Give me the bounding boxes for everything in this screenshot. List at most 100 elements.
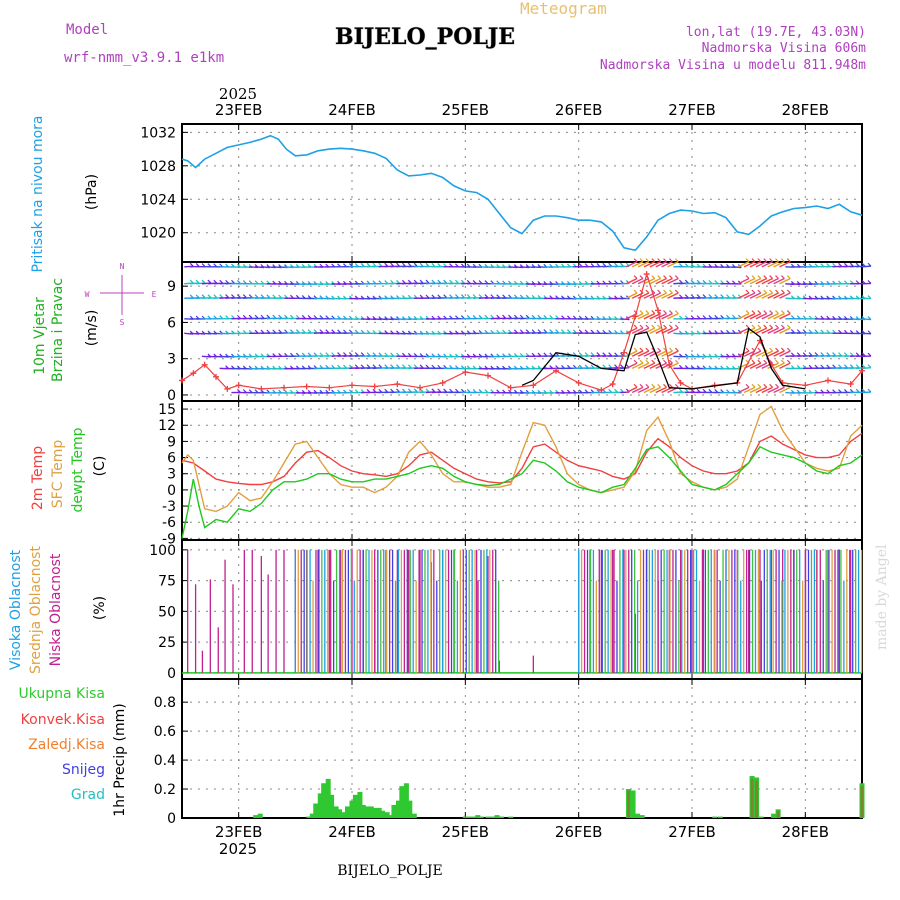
wind-barb-head xyxy=(639,324,644,329)
wind-barb-head xyxy=(549,329,554,334)
wind-barb xyxy=(737,386,750,394)
wind-barb xyxy=(779,260,791,268)
wind-barb-head xyxy=(508,329,512,334)
wind-barb-head xyxy=(751,258,756,263)
wind-barb-head xyxy=(566,329,571,334)
wind-barb xyxy=(761,312,773,320)
wind-barb-head xyxy=(708,294,713,298)
wind-barb-head xyxy=(496,314,501,319)
wind-unit: (m/s) xyxy=(84,310,100,347)
wind-barb-head xyxy=(519,314,524,319)
wind-barb-head xyxy=(543,329,548,334)
wind-barb-head xyxy=(319,352,324,357)
wind-speed-marker xyxy=(655,307,661,314)
wind-barb-head xyxy=(645,383,650,388)
wind-barb-head xyxy=(861,262,866,267)
wind-barb xyxy=(661,260,673,268)
wind-barb-head xyxy=(745,289,750,294)
wind-barb-head xyxy=(295,314,300,319)
total-rain-bar xyxy=(485,816,491,818)
wind-barb-head xyxy=(684,279,689,284)
wind-barb-head xyxy=(443,294,448,299)
wind-barb-head xyxy=(763,383,768,388)
total-rain-bar xyxy=(478,816,484,818)
wind-barb-head xyxy=(508,314,512,319)
wind-barb xyxy=(655,386,667,394)
wind-barb-head xyxy=(190,354,193,357)
total-rain-bar xyxy=(257,813,263,818)
wind-barb-head xyxy=(867,262,872,267)
total-rain-bar xyxy=(329,794,335,818)
wind-barb xyxy=(655,350,667,357)
total-rain-bar xyxy=(372,807,378,818)
wind-barb-head xyxy=(584,329,589,334)
wind-barb-head xyxy=(590,364,595,369)
wind-barb-head xyxy=(714,314,719,319)
wind-barb-head xyxy=(207,279,212,284)
wind-barb-head xyxy=(384,262,389,267)
top-year-label: 2025 xyxy=(219,85,257,103)
wind-barb-head xyxy=(775,310,779,315)
wind-barb-head xyxy=(260,314,265,319)
wind-barb-head xyxy=(633,383,638,388)
wind-barb xyxy=(767,277,779,285)
wind-barb-head xyxy=(437,279,442,284)
top-date-label: 24FEB xyxy=(328,101,375,119)
wind-barb-head xyxy=(278,314,283,319)
wind-barb-head xyxy=(751,310,756,315)
wind-barb xyxy=(661,327,673,334)
total-rain-bar xyxy=(635,813,641,818)
temp-line-0 xyxy=(181,432,863,486)
wind-barb-head xyxy=(242,294,247,298)
wind-barb-head xyxy=(769,275,774,279)
legend-snow: Snijeg xyxy=(62,762,105,778)
total-rain-bar xyxy=(490,816,496,818)
bottom-date-label: 25FEB xyxy=(442,823,489,841)
wind-barb xyxy=(773,350,785,357)
wind-barb xyxy=(767,386,779,394)
wind-barb-head xyxy=(820,329,825,334)
wind-barb xyxy=(631,260,644,268)
y-tick-label: 1028 xyxy=(140,159,176,175)
wind-barb-head xyxy=(189,262,194,267)
cloud-ylabel-high: Visoka Oblacnost xyxy=(8,549,24,670)
wind-speed-marker xyxy=(303,383,310,390)
wind-barb-head xyxy=(720,294,725,299)
wind-barb-head xyxy=(614,262,618,267)
y-tick-label: 15 xyxy=(158,402,176,418)
wind-barb-head xyxy=(201,294,206,299)
wind-barb-head xyxy=(360,352,365,357)
wind-barb-head xyxy=(602,364,607,369)
temp-ylabel-sfc: SFC Temp xyxy=(50,440,66,509)
total-rain-bar xyxy=(341,812,347,818)
y-tick-label: 0 xyxy=(167,388,176,404)
wind-barb xyxy=(737,277,750,285)
wind-barb-head xyxy=(590,329,595,334)
wind-barb xyxy=(661,362,673,369)
legend-convective: Konvek.Kisa xyxy=(21,712,105,728)
wind-barb-head xyxy=(578,329,583,334)
wind-barb xyxy=(779,312,791,320)
wind-barb-head xyxy=(401,279,406,284)
wind-barb-head xyxy=(401,388,406,393)
wind-barb-head xyxy=(786,258,791,263)
wind-speed-marker xyxy=(326,384,333,391)
wind-speed-marker xyxy=(666,361,673,368)
wind-barb-head xyxy=(490,314,495,319)
wind-barb-head xyxy=(401,262,406,267)
wind-barb-head xyxy=(572,329,577,334)
wind-barb-head xyxy=(763,324,768,329)
wind-barb-head xyxy=(620,262,624,267)
wind-barb-head xyxy=(608,262,613,267)
wind-speed-marker xyxy=(462,368,469,375)
y-tick-label: 0 xyxy=(167,483,176,499)
wind-barb-head xyxy=(775,359,779,364)
wind-barb-head xyxy=(378,262,383,267)
wind-barb-head xyxy=(372,364,377,369)
wind-barb xyxy=(743,350,756,357)
wind-barb-head xyxy=(537,329,542,334)
wind-barb-head xyxy=(195,263,200,267)
wind-barb-head xyxy=(343,329,347,334)
